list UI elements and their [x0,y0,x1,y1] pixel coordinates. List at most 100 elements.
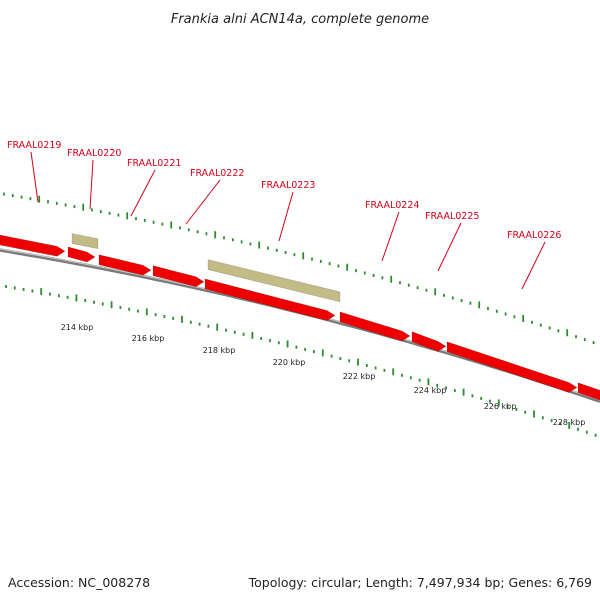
gene-label: FRAAL0221 [127,158,181,169]
tick-mark [383,368,386,372]
tick-mark [135,217,137,221]
tick-mark [170,221,173,229]
tick-mark [75,294,78,302]
tick-mark [284,250,287,254]
tick-mark [293,253,296,257]
tick-mark [346,263,349,271]
kbp-label: 216 kbp [132,334,165,343]
tick-mark [566,329,569,337]
gene-leader-line [381,211,400,262]
tick-mark [214,231,217,239]
tick-mark [179,226,181,230]
tick-mark [469,301,472,305]
tick-mark [585,430,588,434]
gene-feature [71,233,99,249]
tick-mark [372,273,375,277]
tick-mark [11,194,14,198]
tick-mark [295,345,298,349]
tick-mark [357,358,359,366]
tick-mark [462,388,465,396]
tick-mark [399,281,401,285]
tick-mark [64,203,67,207]
gene-label: FRAAL0223 [261,180,315,191]
tick-mark [137,309,139,313]
tick-mark [267,246,269,250]
tick-mark [531,320,533,324]
tick-mark [559,422,562,426]
tick-mark [416,286,419,290]
tick-mark [82,203,85,211]
tick-mark [583,338,586,342]
gene-label: FRAAL0220 [67,148,121,159]
tick-mark [196,230,199,234]
tick-mark [13,286,16,290]
tick-mark [504,312,507,316]
tick-mark [506,405,509,409]
tick-mark [418,378,421,382]
tick-mark [198,322,201,326]
tick-mark [55,201,58,205]
tick-mark [568,421,571,429]
tick-mark [575,335,577,339]
tick-mark [242,332,245,336]
tick-mark [401,373,403,377]
tick-mark [330,354,333,358]
tick-mark [524,410,527,414]
kbp-labels: 214 kbp 216 kbp 218 kbp 220 kbp 222 kbp 224 k… [61,323,586,427]
tick-mark [539,323,542,327]
tick-mark [101,302,104,306]
tick-mark [38,195,41,203]
tick-mark [313,350,315,354]
tick-mark [91,208,93,212]
tick-mark [93,300,95,304]
tick-mark [425,288,428,292]
tick-mark [66,295,69,299]
tick-mark [374,366,377,370]
tick-mark [339,356,342,360]
gene-leader-line [89,159,94,210]
tick-mark [128,307,131,311]
tick-mark [480,396,483,400]
gene-feature [207,259,341,303]
tick-mark [225,328,227,332]
tick-mark [321,349,324,357]
tick-mark [145,308,148,316]
tick-mark [31,289,34,293]
gene-feature [577,382,600,401]
tick-marks [3,192,597,437]
accession-label: Accession: NC_008278 [8,575,150,590]
gene-leader-line [278,191,294,242]
tick-mark [152,220,155,224]
tick-mark [436,383,439,387]
tick-mark [49,292,51,296]
tick-mark [577,427,579,431]
tick-mark [557,329,560,333]
gene-leader-line [437,222,462,272]
tick-mark [392,368,395,376]
tick-mark [260,336,263,340]
gene-labels: FRAAL0219 FRAAL0220 FRAAL0221 FRAAL0222 FRAA… [7,140,561,290]
tick-mark [286,340,289,348]
tick-mark [487,307,489,311]
tick-mark [495,309,498,313]
gene-feature [0,234,66,257]
tick-mark [57,294,60,298]
kbp-label: 214 kbp [61,323,94,332]
kbp-label: 222 kbp [343,372,376,381]
tick-mark [522,315,525,323]
tick-mark [513,315,516,319]
tick-mark [161,222,164,226]
tick-mark [311,257,313,261]
tick-mark [541,416,544,420]
tick-mark [172,316,175,320]
gene-feature [411,331,447,352]
tick-mark [304,347,307,351]
tick-mark [269,339,271,343]
tick-mark [5,284,7,288]
tick-mark [409,376,412,380]
tick-mark [189,320,192,324]
kbp-label: 226 kbp [484,402,517,411]
gene-feature [339,311,411,342]
tick-mark [233,330,236,334]
